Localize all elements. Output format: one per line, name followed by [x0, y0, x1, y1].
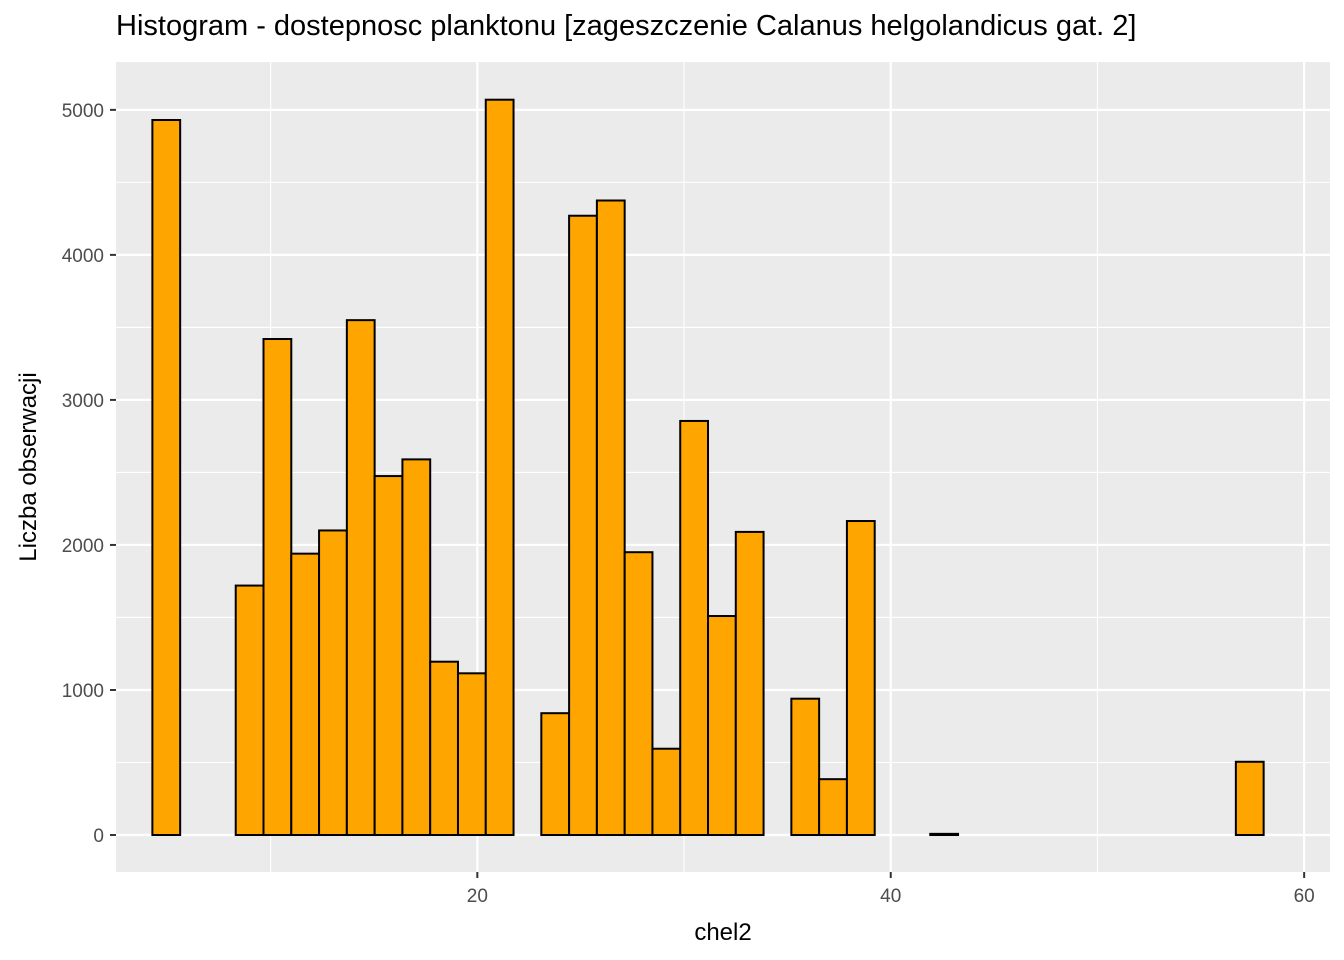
- histogram-bar: [569, 216, 597, 835]
- y-tick-label: 5000: [62, 101, 104, 122]
- histogram-bar: [819, 779, 847, 835]
- histogram-bar: [541, 713, 569, 835]
- histogram-bar: [430, 662, 458, 835]
- y-axis-title: Liczba obserwacji: [15, 372, 42, 561]
- x-axis-ticks: 20 40 60: [467, 872, 1315, 907]
- y-tick-label: 4000: [62, 246, 104, 267]
- histogram-bar: [625, 552, 653, 835]
- y-tick-label: 2000: [62, 536, 104, 557]
- y-tick-label: 3000: [62, 391, 104, 412]
- y-tick-label: 0: [93, 826, 104, 847]
- y-axis-ticks: 0 1000 2000 3000 4000 5000: [62, 101, 116, 847]
- histogram-bar: [1236, 762, 1264, 835]
- histogram-bar: [264, 339, 292, 835]
- histogram-bar: [791, 699, 819, 835]
- x-axis-title: chel2: [694, 919, 751, 946]
- histogram-bar: [708, 616, 736, 835]
- histogram-bar: [458, 673, 486, 835]
- histogram-bar: [347, 320, 375, 835]
- histogram-bar: [152, 120, 180, 835]
- histogram-bar: [930, 834, 958, 835]
- histogram-bar: [652, 749, 680, 835]
- histogram-bar: [597, 201, 625, 836]
- histogram-bar: [847, 521, 875, 835]
- histogram-bar: [680, 421, 708, 835]
- histogram-bar: [736, 532, 764, 835]
- histogram-bar: [291, 554, 319, 835]
- histogram-bar: [236, 586, 264, 835]
- x-tick-label: 40: [880, 886, 901, 907]
- y-tick-label: 1000: [62, 681, 104, 702]
- x-tick-label: 60: [1294, 886, 1315, 907]
- histogram-bar: [402, 459, 430, 835]
- histogram-bar: [375, 476, 403, 835]
- histogram-bar: [486, 100, 514, 835]
- x-tick-label: 20: [467, 886, 488, 907]
- histogram-bar: [319, 530, 347, 835]
